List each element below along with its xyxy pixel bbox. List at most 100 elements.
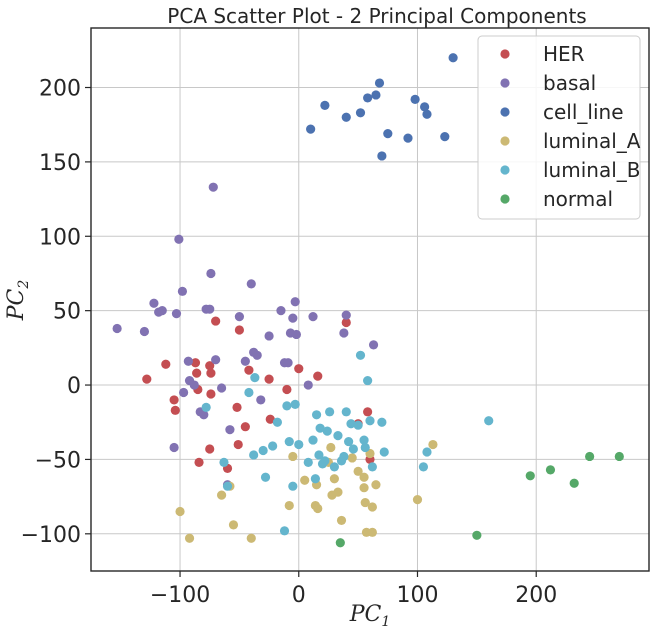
data-point — [363, 93, 373, 103]
data-point — [313, 371, 323, 381]
data-point — [240, 356, 250, 366]
legend-label: normal — [543, 187, 613, 211]
data-point — [310, 474, 320, 484]
data-point — [311, 410, 322, 420]
data-point — [228, 520, 239, 530]
legend-item: basal — [500, 71, 596, 95]
y-axis-label-base: PC — [4, 288, 29, 321]
data-point — [282, 384, 292, 395]
data-point — [205, 304, 215, 314]
data-point — [194, 457, 204, 467]
data-point — [216, 490, 227, 500]
data-point — [234, 312, 245, 322]
data-point — [175, 506, 185, 517]
data-point — [359, 472, 369, 482]
data-point — [234, 325, 245, 335]
data-point — [169, 395, 179, 405]
series-luminal-B — [201, 350, 494, 536]
data-point — [246, 279, 256, 289]
data-point — [265, 414, 275, 424]
data-point — [440, 132, 450, 142]
data-point — [219, 457, 229, 467]
data-point — [315, 423, 325, 433]
y-tick-label: 150 — [39, 151, 81, 176]
data-point — [300, 475, 310, 485]
data-point — [211, 355, 221, 365]
legend-item: luminal_B — [500, 158, 640, 182]
data-point — [418, 462, 429, 472]
data-point — [284, 436, 294, 447]
data-point — [177, 286, 188, 296]
data-point — [279, 526, 290, 536]
data-point — [371, 480, 381, 490]
data-point — [149, 298, 159, 308]
data-point — [264, 374, 274, 384]
data-point — [283, 358, 293, 368]
data-point — [189, 380, 199, 390]
plot-frame — [90, 27, 650, 572]
data-point — [199, 410, 209, 420]
data-point — [161, 359, 171, 369]
data-point — [368, 340, 379, 350]
data-point — [256, 395, 266, 405]
data-point — [374, 78, 385, 88]
data-point — [614, 451, 624, 462]
data-point — [353, 466, 363, 476]
data-point — [359, 483, 369, 493]
data-point — [288, 481, 298, 491]
legend-marker — [500, 136, 510, 146]
data-point — [206, 389, 216, 399]
data-point — [205, 361, 215, 371]
data-point — [183, 356, 193, 366]
data-point — [290, 399, 300, 409]
legend-item: HER — [500, 42, 585, 66]
data-point — [244, 387, 254, 398]
data-point — [170, 405, 180, 415]
data-point — [320, 456, 330, 466]
legend-marker — [500, 107, 510, 117]
legend-marker — [500, 49, 510, 59]
data-point — [290, 297, 300, 307]
x-axis-label-subscript: 1 — [381, 614, 390, 630]
chart-title: PCA Scatter Plot - 2 Principal Component… — [167, 4, 586, 28]
y-tick-label: 200 — [39, 77, 81, 102]
data-point — [139, 326, 150, 337]
legend: HER basal cell_line luminal_A luminal_Bnorma… — [477, 35, 641, 220]
data-point — [282, 401, 292, 411]
data-point — [250, 373, 260, 383]
x-tick-label: 200 — [515, 583, 557, 608]
data-point — [336, 515, 347, 526]
legend-label: HER — [543, 42, 585, 66]
y-tick-label: 0 — [67, 374, 81, 399]
data-point — [291, 329, 301, 340]
x-tick-label: 100 — [396, 583, 438, 608]
data-point — [341, 310, 351, 320]
data-point — [201, 402, 211, 412]
data-point — [171, 309, 182, 319]
data-point — [367, 527, 377, 537]
data-point — [216, 383, 227, 393]
data-point — [244, 365, 254, 375]
data-point — [412, 494, 423, 505]
data-point — [320, 100, 330, 110]
data-point — [205, 444, 215, 454]
data-point — [341, 317, 351, 328]
data-point — [569, 478, 579, 488]
data-point — [420, 102, 430, 112]
data-point — [484, 416, 494, 426]
y-tick-label: 50 — [53, 300, 81, 325]
data-point — [179, 387, 189, 398]
data-point — [326, 442, 336, 453]
data-point — [341, 407, 351, 417]
data-point — [306, 124, 316, 134]
data-point — [403, 133, 413, 143]
legend-frame — [477, 35, 641, 220]
data-point — [294, 439, 304, 450]
legend-marker — [500, 78, 510, 88]
data-point — [377, 417, 387, 427]
y-tick-label: −100 — [21, 523, 81, 548]
data-point — [333, 487, 343, 497]
data-point — [169, 442, 179, 453]
data-point — [260, 472, 271, 482]
